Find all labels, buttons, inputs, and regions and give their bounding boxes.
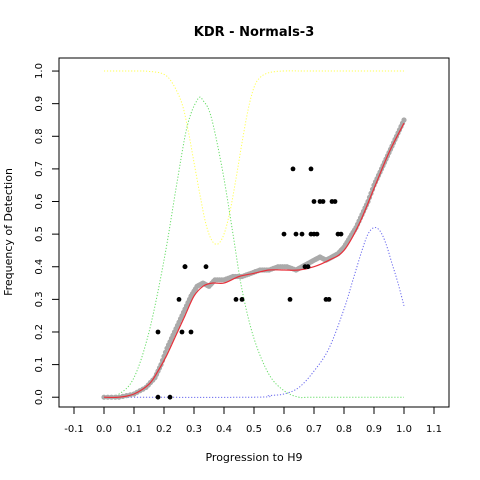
observed-point <box>287 297 293 302</box>
x-axis-label: Progression to H9 <box>205 451 302 464</box>
observed-point <box>293 231 299 237</box>
y-tick-label: 0.5 <box>34 226 45 242</box>
observed-point <box>155 329 161 335</box>
x-tick-label: 0.2 <box>156 424 172 435</box>
observed-point <box>203 264 209 270</box>
y-tick-label: 0.3 <box>34 291 45 307</box>
observed-point <box>299 231 305 237</box>
observed-point <box>314 231 320 237</box>
observed-point <box>308 166 314 172</box>
x-tick-label: -0.1 <box>64 424 84 435</box>
observed-point <box>320 199 326 204</box>
y-tick-label: 0.8 <box>34 128 45 144</box>
observed-point <box>311 199 317 204</box>
observed-point <box>239 297 245 302</box>
blue-dotted-curve <box>103 226 405 398</box>
x-tick-label: 0.6 <box>276 424 292 435</box>
y-tick-label: 1.0 <box>34 63 45 79</box>
y-tick-label: 0.1 <box>34 357 45 373</box>
series-layer <box>101 70 407 400</box>
smoothed-point <box>401 117 407 123</box>
y-tick-label: 0.0 <box>34 389 45 405</box>
observed-point <box>281 231 287 237</box>
observed-point <box>188 329 194 335</box>
observed-point <box>233 297 239 302</box>
x-tick-label: 0.7 <box>306 424 322 435</box>
observed-point <box>179 329 185 335</box>
y-axis-label: Frequency of Detection <box>2 168 15 296</box>
chart-title: KDR - Normals-3 <box>194 25 315 40</box>
observed-point <box>182 264 188 270</box>
plot-frame <box>58 57 450 408</box>
y-tick-label: 0.7 <box>34 161 45 177</box>
x-tick-label: 0.4 <box>216 424 232 435</box>
yellow-dotted-curve <box>104 70 404 245</box>
observed-point <box>338 231 344 237</box>
x-tick-label: 1.1 <box>426 424 442 435</box>
y-tick-label: 0.6 <box>34 194 45 210</box>
y-tick-label: 0.9 <box>34 96 45 112</box>
y-tick-label: 0.2 <box>34 324 45 340</box>
observed-points <box>155 166 344 400</box>
x-tick-label: 0.1 <box>126 424 142 435</box>
observed-point <box>290 166 296 172</box>
observed-point <box>176 297 182 302</box>
smoothed-point <box>162 349 169 355</box>
x-tick-label: 0.0 <box>96 424 112 435</box>
x-tick-label: 0.8 <box>336 424 352 435</box>
observed-point <box>326 297 332 302</box>
observed-point <box>167 394 173 400</box>
y-tick-label: 0.4 <box>34 259 45 275</box>
x-tick-label: 1.0 <box>396 424 412 435</box>
x-tick-label: 0.9 <box>366 424 382 435</box>
x-tick-label: 0.5 <box>246 424 262 435</box>
observed-point <box>305 264 311 270</box>
observed-point <box>155 394 161 400</box>
fitted-curve <box>103 122 405 399</box>
observed-point <box>332 199 338 204</box>
green-dotted-curve <box>103 96 404 399</box>
x-tick-label: 0.3 <box>186 424 202 435</box>
